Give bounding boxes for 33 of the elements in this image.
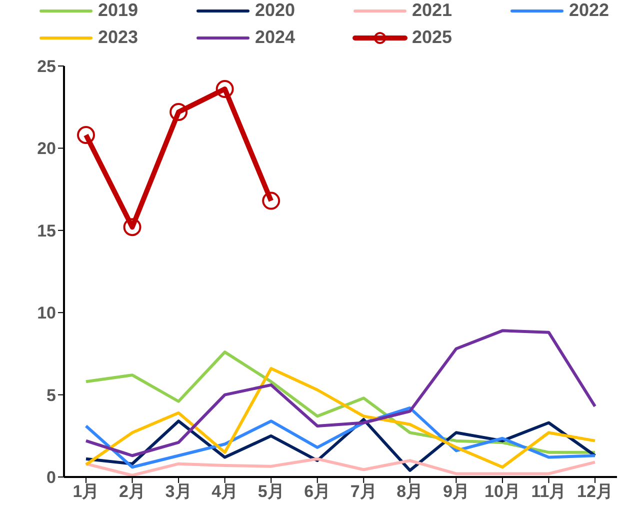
x-tick-label: 2月 (119, 482, 146, 502)
x-tick-label: 11月 (531, 482, 566, 502)
point (123, 218, 142, 236)
legend-label: 2020 (255, 0, 296, 21)
x-tick-label: 12月 (577, 482, 613, 502)
x-tick-label: 8月 (396, 482, 424, 502)
x-tick-label: 4月 (212, 482, 238, 502)
x-tick-label: 9月 (442, 482, 470, 502)
x-tick-label: 10月 (484, 482, 520, 502)
x-tick-label: 5月 (258, 482, 284, 502)
line-series (84, 329, 596, 458)
x-tick-label: 6月 (304, 482, 331, 502)
y-tick-label: 20 (37, 139, 56, 158)
point (262, 192, 280, 210)
legend-label: 2021 (412, 0, 452, 21)
point (77, 126, 95, 144)
y-tick-label: 5 (46, 386, 56, 405)
y-tick-label: 10 (37, 304, 56, 323)
y-tick-label: 0 (46, 468, 56, 488)
x-tick-label: 1月 (72, 482, 100, 502)
legend-label: 2019 (98, 0, 138, 21)
point (216, 80, 234, 98)
legend-label: 2025 (412, 27, 452, 48)
line-series (84, 457, 596, 477)
x-tick-label: 7月 (350, 482, 377, 502)
point (170, 103, 188, 122)
y-tick-label: 25 (37, 57, 56, 76)
x-tick-label: 3月 (165, 482, 192, 502)
legend-label: 2022 (569, 0, 610, 21)
line-series (84, 366, 596, 469)
legend-label: 2024 (255, 27, 296, 48)
y-tick-label: 15 (37, 221, 56, 240)
legend-label: 2023 (98, 27, 138, 48)
